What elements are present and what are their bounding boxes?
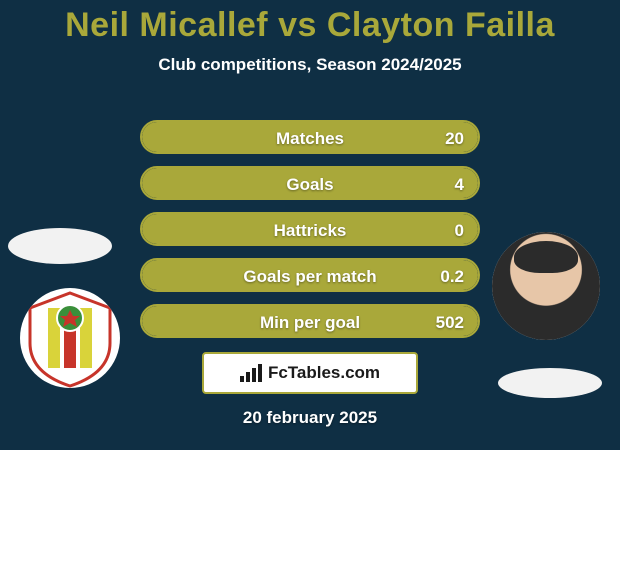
stat-row: Goals4 (140, 166, 480, 200)
stat-value: 0.2 (440, 260, 464, 292)
left-avatar (20, 288, 120, 388)
stat-label: Goals (142, 168, 478, 200)
stat-label: Goals per match (142, 260, 478, 292)
stat-value: 502 (436, 306, 464, 338)
stat-value: 0 (455, 214, 464, 246)
stat-row: Hattricks0 (140, 212, 480, 246)
brand-badge: FcTables.com (202, 352, 418, 394)
page-title: Neil Micallef vs Clayton Failla (0, 0, 620, 45)
stat-label: Min per goal (142, 306, 478, 338)
left-ellipse (8, 228, 112, 264)
bar-chart-icon (240, 364, 262, 382)
stat-row: Matches20 (140, 120, 480, 154)
stat-row: Goals per match0.2 (140, 258, 480, 292)
comparison-card: Neil Micallef vs Clayton Failla Club com… (0, 0, 620, 450)
brand-text: FcTables.com (268, 363, 380, 383)
stat-row: Min per goal502 (140, 304, 480, 338)
stat-value: 20 (445, 122, 464, 154)
stat-label: Matches (142, 122, 478, 154)
right-avatar (492, 232, 600, 340)
right-ellipse (498, 368, 602, 398)
date-text: 20 february 2025 (0, 408, 620, 428)
subtitle: Club competitions, Season 2024/2025 (0, 55, 620, 75)
stat-label: Hattricks (142, 214, 478, 246)
stat-value: 4 (455, 168, 464, 200)
club-crest-icon (20, 288, 120, 388)
stats-block: Matches20 Goals4 Hattricks0 Goals per match… (140, 120, 480, 350)
player-photo-icon (492, 232, 600, 340)
